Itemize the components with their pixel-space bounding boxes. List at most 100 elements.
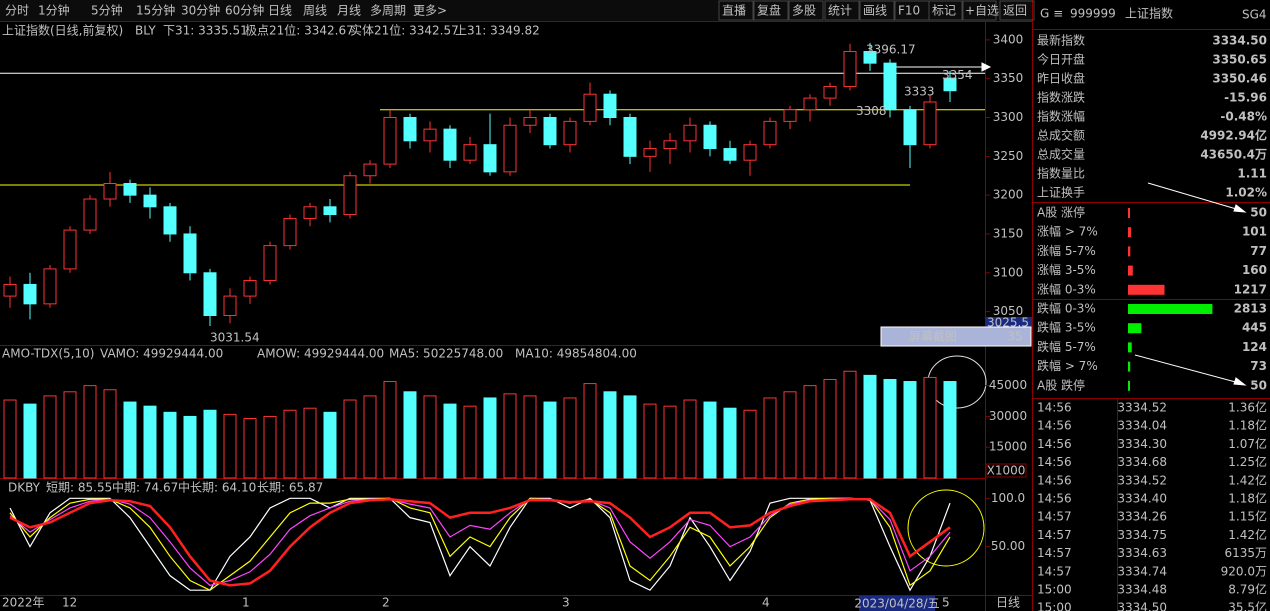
legend-entry: AMOW: 49929444.00 (257, 347, 384, 361)
tab[interactable]: 5分钟 (91, 3, 123, 18)
overlay-label[interactable]: 屏幕截图 (909, 330, 957, 344)
candle-body (183, 233, 197, 274)
tab[interactable]: 日线 (268, 4, 292, 18)
overlay-value[interactable]: 35 (1007, 330, 1022, 344)
candle-body (223, 295, 237, 316)
volume-bar (243, 417, 257, 479)
tick-volume: 1.36亿 (1228, 400, 1267, 415)
tick-price: 3334.75 (1117, 528, 1167, 542)
unit-box (985, 463, 1027, 478)
tab[interactable]: 30分钟 (181, 3, 220, 18)
tab[interactable]: 15分钟 (136, 3, 175, 18)
breadth-bar (1128, 208, 1130, 218)
tick-price: 3334.26 (1117, 510, 1167, 524)
tool-button[interactable] (753, 0, 789, 21)
candle-body (303, 206, 317, 219)
tab[interactable]: 60分钟 (225, 3, 264, 18)
breadth-label: 涨幅 5-7% (1037, 243, 1096, 258)
tool-button[interactable] (859, 0, 895, 21)
volume-bar (823, 378, 837, 479)
tab[interactable]: 更多> (413, 4, 447, 18)
x-tick-label: 2022年 (2, 596, 45, 610)
tool-label[interactable]: 复盘 (757, 3, 781, 18)
arrows (893, 62, 1247, 386)
tab[interactable]: 周线 (303, 4, 327, 18)
tab[interactable]: 分时 (5, 4, 29, 18)
stock-tag: SG4 (1242, 8, 1267, 22)
tool-label[interactable]: +自选 (965, 4, 999, 18)
candle-body (643, 148, 657, 157)
candle-body (323, 206, 337, 216)
g-mark: G ≡ (1040, 7, 1063, 21)
volume-bar (123, 401, 137, 479)
tab[interactable]: 多周期 (370, 4, 406, 18)
breadth-count: 50 (1250, 206, 1267, 220)
volume-bar (603, 391, 617, 479)
tab[interactable]: 月线 (337, 4, 361, 18)
tool-label[interactable]: 返回 (1003, 4, 1027, 18)
tool-button[interactable] (718, 0, 754, 21)
tick-time: 14:56 (1037, 492, 1072, 506)
y-tick-label: 100.0 (991, 491, 1025, 505)
axis-flag-label: 3025.5 (987, 316, 1029, 330)
candle-body (3, 283, 17, 297)
legend-entry: MA10: 49854804.00 (515, 347, 637, 361)
y-tick-label: 15000 (989, 440, 1027, 454)
tool-label[interactable]: 画线 (863, 4, 887, 18)
x-tick-label: 1 (242, 596, 250, 610)
tick-time: 14:57 (1037, 564, 1072, 578)
breadth-label: 涨幅 3-5% (1037, 262, 1096, 277)
highlight-circle (907, 489, 985, 567)
tool-button[interactable] (961, 0, 997, 21)
tool-label[interactable]: 直播 (722, 4, 746, 18)
cursor-date-box (859, 596, 935, 611)
toolbar (0, 0, 1032, 21)
volume-bar (343, 399, 357, 479)
tab[interactable]: 1分钟 (38, 3, 70, 18)
tool-button[interactable] (788, 0, 824, 21)
breadth-label: 跌幅 0-3% (1037, 301, 1096, 316)
breadth-bar (1128, 227, 1132, 238)
tick-price: 3334.30 (1117, 437, 1167, 451)
tick-time: 14:57 (1037, 510, 1072, 524)
tool-button[interactable] (928, 0, 964, 21)
tool-label[interactable]: 多股 (792, 4, 816, 18)
candle-body (123, 183, 137, 196)
price-annotation: 3333 (904, 84, 935, 98)
stat-value: 3334.50 (1212, 34, 1267, 48)
legend-entry: VAMO: 49929444.00 (100, 347, 223, 361)
tool-button[interactable] (999, 0, 1035, 21)
tool-label[interactable]: F10 (898, 4, 920, 18)
volume-bar (83, 385, 97, 479)
volume-bar (403, 391, 417, 479)
tick-time: 14:56 (1037, 419, 1072, 433)
tool-label[interactable]: 统计 (828, 4, 852, 18)
volume-bar (563, 397, 577, 479)
price-annotation: 3354 (942, 68, 973, 82)
price-annotation: 3308 (856, 104, 887, 118)
legend-entry: 极点21位: 3342.67 (245, 23, 354, 38)
stat-label: 总成交量 (1037, 147, 1085, 162)
candle-body (743, 144, 757, 161)
volume-bar (583, 383, 597, 479)
breadth-bar (1128, 361, 1131, 372)
volume-bar (183, 415, 197, 479)
tool-button[interactable] (824, 0, 860, 21)
breadth-bar (1128, 342, 1132, 353)
candle-body (203, 272, 217, 316)
candle-body (423, 128, 437, 142)
candle-body (443, 128, 457, 161)
breadth-bar (1128, 380, 1130, 391)
overlay[interactable] (880, 326, 1032, 347)
tool-label[interactable]: 标记 (932, 4, 956, 18)
y-tick-label: 3050 (993, 304, 1024, 318)
candle-body (243, 280, 257, 297)
volume-bar (43, 395, 57, 479)
stat-label: 指数涨幅 (1037, 109, 1085, 124)
candle-body (283, 217, 297, 247)
candle-body (843, 51, 857, 87)
candle-body (903, 109, 917, 146)
candle-body (803, 97, 817, 111)
volume-bar (703, 401, 717, 479)
